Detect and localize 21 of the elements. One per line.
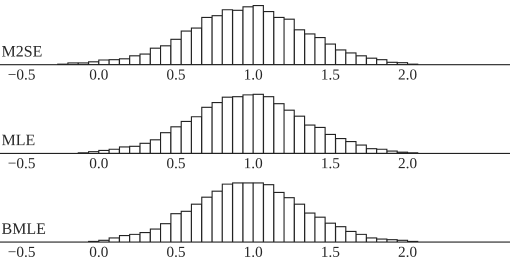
x-tick-label: 2.0 — [398, 69, 417, 80]
x-tick-label: −0.5 — [8, 158, 35, 168]
text: M2SE — [2, 46, 42, 57]
x-tick-label: 0.0 — [90, 246, 108, 258]
x-tick-label: 0.5 — [167, 246, 185, 258]
x-tick-label: 2.0 — [398, 158, 417, 168]
text: MLE — [2, 134, 34, 146]
x-tick-label: 1.0 — [244, 158, 262, 168]
x-tick-label: 2.0 — [398, 246, 417, 258]
x-tick-label: −0.5 — [8, 69, 35, 80]
x-tick-label: 1.0 — [244, 69, 262, 80]
x-tick-label: 0.0 — [90, 158, 108, 168]
x-tick-label: −0.5 — [8, 246, 35, 258]
x-tick-label: 1.0 — [244, 246, 262, 258]
x-tick-label: 1.5 — [322, 158, 340, 168]
x-tick-label: 1.5 — [322, 69, 340, 80]
x-tick-label: 0.5 — [167, 158, 185, 168]
text: BMLE — [2, 223, 46, 234]
x-tick-label: 0.5 — [167, 69, 185, 80]
x-tick-label: 0.0 — [90, 69, 108, 80]
x-tick-label: 1.5 — [322, 246, 340, 258]
